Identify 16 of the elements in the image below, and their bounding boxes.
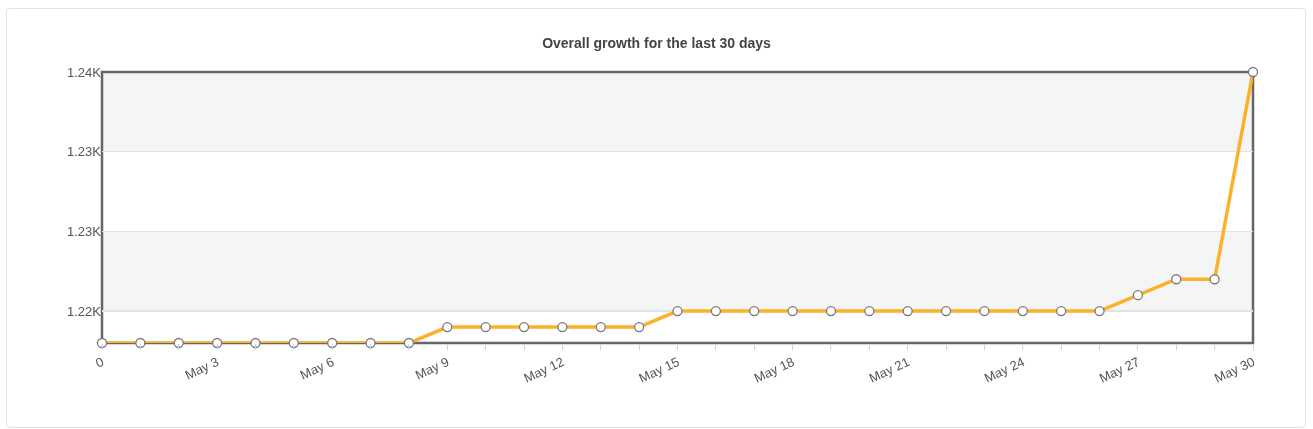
- x-tick-label: May 27: [1096, 354, 1142, 386]
- x-tick-label: May 24: [981, 354, 1027, 386]
- y-tick-label: 1.23K: [67, 223, 102, 239]
- x-tick-label: 0: [93, 354, 107, 371]
- x-tick-label: May 9: [412, 354, 452, 383]
- x-tick-label: May 18: [751, 354, 797, 386]
- x-tick-label: May 12: [521, 354, 567, 386]
- x-tick-label: May 15: [636, 354, 682, 386]
- x-tick-label: May 30: [1212, 354, 1258, 386]
- x-tick-label: May 6: [297, 354, 337, 383]
- x-tick-label: May 21: [866, 354, 912, 386]
- y-tick-label: 1.23K: [67, 144, 102, 160]
- chart-title: Overall growth for the last 30 days: [542, 34, 772, 51]
- x-tick-label: May 3: [182, 354, 222, 383]
- y-tick-label: 1.22K: [67, 303, 102, 319]
- y-tick-label: 1.24K: [67, 64, 102, 80]
